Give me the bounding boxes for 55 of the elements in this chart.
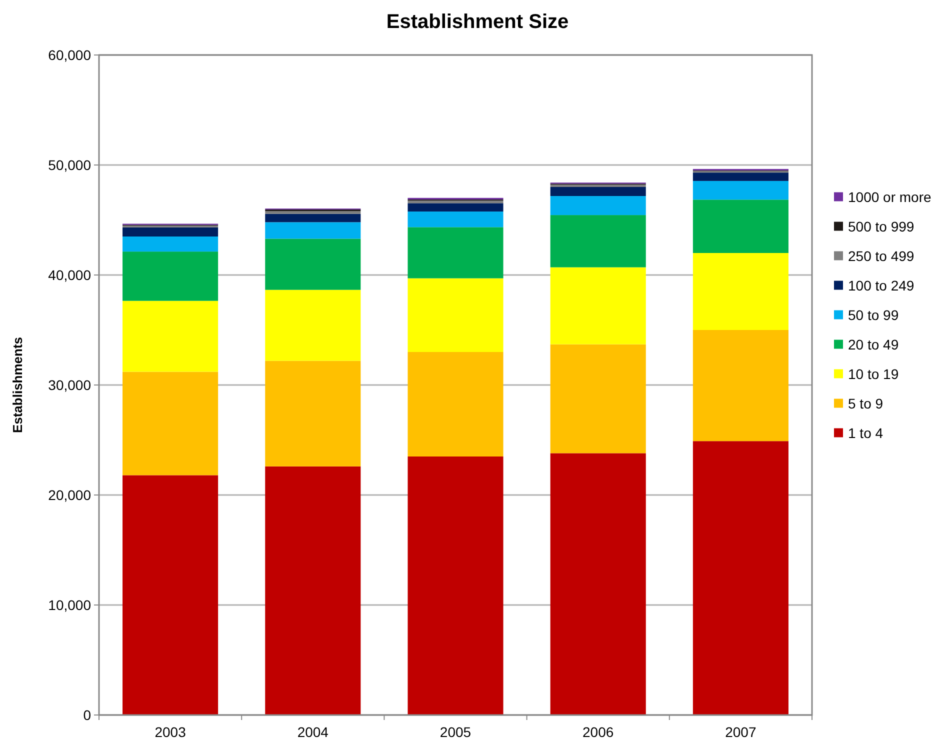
x-tick-label: 2007 — [725, 724, 756, 740]
bar — [692, 200, 788, 253]
y-tick-label: 0 — [83, 706, 92, 723]
y-tick-label: 40,000 — [48, 266, 92, 283]
bar — [122, 227, 218, 236]
x-tick-label: 2006 — [582, 724, 614, 740]
bar — [408, 352, 504, 456]
bar — [692, 253, 788, 330]
bar — [550, 453, 646, 715]
x-tick-label: 2004 — [297, 724, 329, 740]
y-tick-label: 50,000 — [48, 156, 92, 173]
bar — [550, 215, 646, 268]
y-axis-title: Establishments — [10, 336, 25, 434]
bar — [550, 187, 646, 196]
bar — [692, 441, 788, 715]
bar — [408, 212, 504, 228]
x-tick-label: 2003 — [154, 724, 186, 740]
legend-label: 100 to 249 — [848, 278, 914, 294]
x-tick-label: 2005 — [440, 724, 472, 740]
legend-label: 20 to 49 — [848, 336, 899, 353]
bar — [408, 200, 504, 204]
bar — [408, 227, 504, 278]
bar — [692, 180, 788, 200]
y-tick-label: 60,000 — [48, 46, 92, 63]
bar — [408, 456, 504, 715]
bar — [408, 203, 504, 212]
bar — [550, 267, 646, 344]
legend-label: 50 to 99 — [848, 307, 899, 324]
legend-label: 1 to 4 — [848, 425, 884, 442]
bar — [692, 172, 788, 181]
y-tick-label: 20,000 — [48, 486, 92, 503]
legend-label: 10 to 19 — [848, 366, 899, 382]
bar — [265, 466, 361, 715]
bar — [122, 236, 218, 252]
bar — [122, 252, 218, 301]
legend-label: 1000 or more — [848, 189, 932, 206]
bar — [122, 372, 218, 476]
bar — [408, 278, 504, 352]
bar — [265, 222, 361, 239]
y-tick-label: 10,000 — [48, 596, 92, 613]
bar — [692, 330, 788, 442]
legend-label: 5 to 9 — [848, 396, 884, 412]
bar — [265, 211, 361, 214]
bar — [265, 360, 361, 466]
bar — [265, 214, 361, 222]
bar — [550, 344, 646, 454]
bar — [550, 196, 646, 216]
bar — [265, 238, 361, 290]
legend-label: 250 to 499 — [848, 248, 914, 264]
bar — [122, 475, 218, 715]
bar — [122, 300, 218, 372]
y-tick-label: 30,000 — [48, 376, 92, 393]
legend-label: 500 to 999 — [848, 218, 914, 235]
bar — [265, 290, 361, 361]
chart-title: Establishment Size — [386, 11, 569, 33]
